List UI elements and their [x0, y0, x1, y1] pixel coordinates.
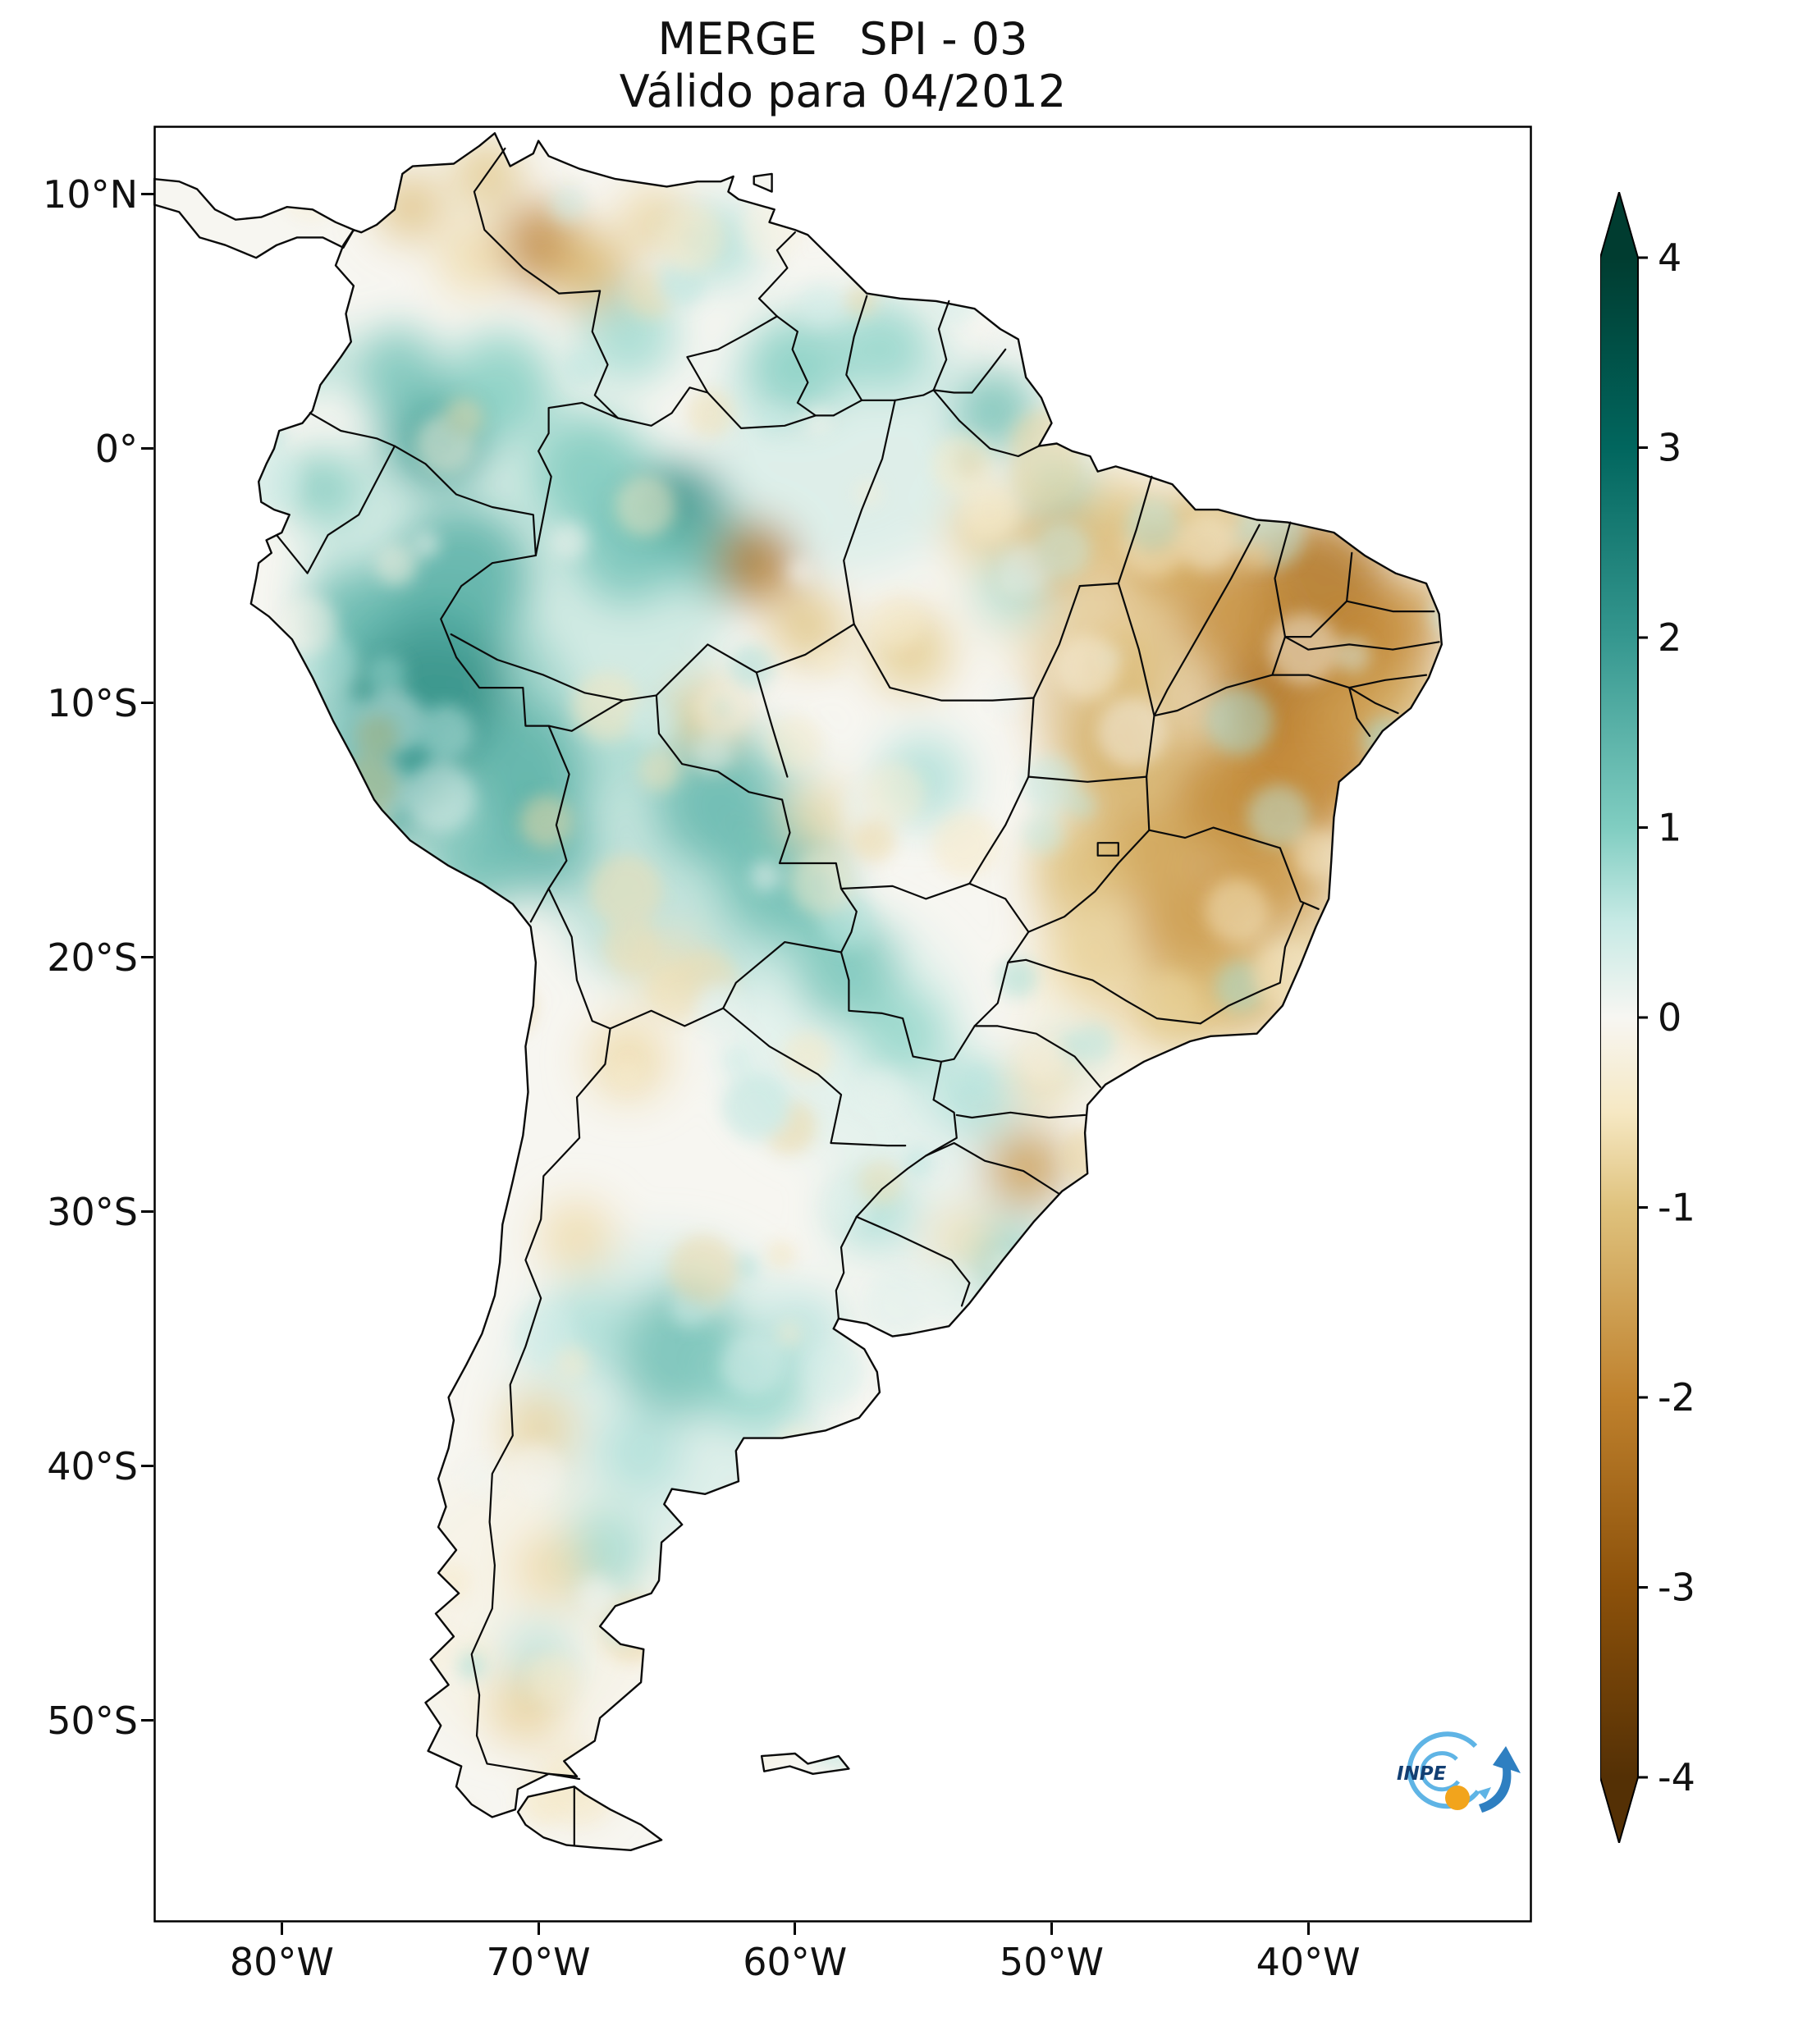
colorbar: 4 3 2 1 0 -1 -2 -3 -4 [1599, 189, 1764, 1846]
lon-tick-label: 40°W [1256, 1940, 1361, 1984]
colorbar-gradient: 4 3 2 1 0 -1 -2 -3 -4 [1599, 189, 1695, 1846]
lat-tick-label: 40°S [47, 1443, 138, 1488]
title-line1: MERGE SPI - 03 [657, 13, 1028, 65]
axis-tick [794, 1923, 797, 1935]
coastline [153, 177, 355, 259]
axis-tick [141, 702, 153, 705]
axis-tick [141, 1719, 153, 1722]
axis-tick [141, 1210, 153, 1214]
map-frame [153, 126, 1532, 1923]
axis-tick [1050, 1923, 1053, 1935]
lat-tick-label: 0° [94, 426, 138, 471]
colorbar-tick-label: -2 [1658, 1375, 1695, 1420]
colorbar-tick-label: -3 [1658, 1566, 1695, 1610]
coastline [249, 132, 1443, 1818]
south-america-spi-map [153, 126, 1532, 1923]
spi-raster-field [213, 140, 1442, 1850]
country-and-state-borders [276, 147, 1440, 1846]
figure-title: MERGE SPI - 03 Válido para 04/2012 [153, 13, 1532, 118]
lon-tick-label: 50°W [999, 1940, 1104, 1984]
coastline [753, 172, 773, 193]
lon-tick-label: 80°W [229, 1940, 334, 1984]
lat-tick-label: 50°S [47, 1698, 138, 1743]
inpe-logo-graphic: INPE [1397, 1731, 1521, 1813]
landmass [753, 173, 772, 192]
axis-tick [141, 193, 153, 196]
colorbar-tick-label: 1 [1658, 806, 1681, 850]
logo-text: INPE [1397, 1763, 1447, 1785]
logo-orange-ball [1445, 1786, 1470, 1810]
axis-tick [141, 447, 153, 450]
colorbar-over-arrow [1600, 192, 1638, 258]
colorbar-under-arrow [1600, 1777, 1638, 1843]
landmass [762, 1754, 849, 1774]
axis-tick [141, 956, 153, 959]
orbit-arrowhead-icon [1478, 1787, 1491, 1799]
inpe-logo: INPE [1379, 1719, 1522, 1826]
colorbar-tick-label: -4 [1658, 1755, 1695, 1799]
colorbar-tick-label: 2 [1658, 615, 1681, 660]
logo-arrow-icon [1479, 1746, 1521, 1813]
lon-tick-label: 60°W [743, 1940, 848, 1984]
axis-tick [1306, 1923, 1310, 1935]
lat-tick-label: 30°S [47, 1189, 138, 1234]
colorbar-tick-label: -1 [1658, 1186, 1695, 1230]
colorbar-tick-label: 3 [1658, 426, 1681, 470]
axis-tick [141, 1465, 153, 1468]
lat-tick-label: 10°S [47, 680, 138, 725]
axis-tick [537, 1923, 540, 1935]
lat-tick-label: 20°S [47, 935, 138, 980]
colorbar-tick-label: 0 [1658, 995, 1681, 1040]
colorbar-tick-label: 4 [1658, 235, 1681, 280]
map-plot-area [153, 126, 1532, 1923]
title-line2: Válido para 04/2012 [619, 66, 1067, 117]
lon-tick-label: 70°W [486, 1940, 591, 1984]
colorbar-body [1600, 258, 1638, 1777]
lat-tick-label: 10°N [43, 171, 138, 217]
axis-tick [280, 1923, 283, 1935]
coastline [516, 1786, 663, 1851]
coastline [760, 1752, 850, 1775]
